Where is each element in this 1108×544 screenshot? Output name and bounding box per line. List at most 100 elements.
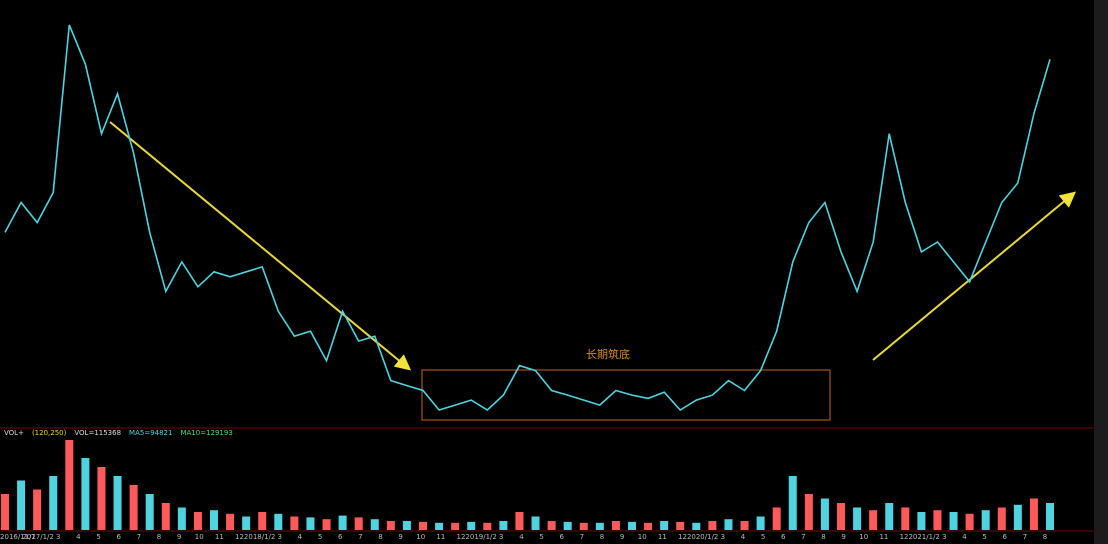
x-tick-label: 10 (638, 533, 647, 541)
price-line (4, 24, 1051, 412)
volume-bar (869, 510, 878, 530)
volume-bar (467, 521, 476, 530)
volume-bar (402, 521, 411, 530)
volume-bar (17, 480, 26, 530)
volume-bar (33, 489, 42, 530)
x-tick-label: 3 (721, 533, 725, 541)
volume-bar (435, 522, 444, 530)
x-tick-label: 8 (821, 533, 825, 541)
volume-bar (740, 521, 749, 530)
x-tick-label: 6 (116, 533, 121, 541)
volume-bar (338, 515, 347, 530)
volume-bar (81, 458, 90, 530)
legend-item: (120,250) (32, 429, 67, 437)
volume-bar (756, 516, 765, 530)
x-tick-label: 11 (215, 533, 224, 541)
legend-item: MA10=129193 (180, 429, 232, 437)
x-tick-label: 5 (96, 533, 100, 541)
volume-bar (901, 507, 910, 530)
x-tick-label: 3 (278, 533, 282, 541)
volume-bar (1029, 498, 1038, 530)
volume-bar (258, 512, 267, 530)
x-tick-label: 2020/1/2 (687, 533, 718, 541)
volume-bar (772, 507, 781, 530)
volume-bar (579, 522, 588, 530)
volume-bar (804, 494, 813, 530)
x-tick-label: 2018/1/2 (244, 533, 275, 541)
x-tick-label: 11 (879, 533, 888, 541)
x-tick-label: 6 (1002, 533, 1007, 541)
x-tick-label: 9 (620, 533, 624, 541)
volume-bar (306, 517, 315, 530)
volume-bar (97, 467, 106, 530)
x-tick-label: 2016/11/2 (0, 533, 36, 541)
x-tick-label: 12 (457, 533, 466, 541)
volume-bar (145, 494, 154, 530)
volume-bar (531, 516, 540, 530)
legend: VOL+ (120,250) VOL=115368 MA5=94821 MA10=129… (4, 429, 233, 437)
legend-item: VOL+ (4, 429, 24, 437)
x-tick-label: 3 (942, 533, 946, 541)
up-arrow (872, 191, 1077, 361)
volume-bar (419, 521, 427, 530)
volume-bar (210, 510, 218, 530)
x-tick-label: 6 (338, 533, 343, 541)
annotation: 长期筑底 (586, 347, 630, 361)
volume-bar (981, 510, 990, 530)
volume-bar (644, 522, 653, 530)
x-tick-label: 6 (559, 533, 564, 541)
volume-bar (692, 522, 701, 530)
x-tick-label: 3 (56, 533, 60, 541)
x-tick-label: 5 (982, 533, 986, 541)
volume-bar (820, 498, 829, 530)
x-tick-label: 5 (539, 533, 543, 541)
volume-bar (322, 519, 331, 530)
volume-bar (788, 476, 797, 530)
volume-bar (354, 517, 363, 530)
volume-bar (515, 512, 524, 530)
volume-bar (885, 503, 894, 530)
volume-bar (1046, 503, 1054, 530)
x-tick-label: 9 (177, 533, 181, 541)
volume-bar (660, 521, 669, 530)
x-tick-label: 10 (416, 533, 425, 541)
volume-bar (1, 494, 9, 530)
volume-bar (274, 513, 283, 530)
volume-bar (611, 521, 620, 530)
x-tick-label: 12 (678, 533, 687, 541)
x-tick-label: 8 (157, 533, 161, 541)
x-tick-label: 11 (436, 533, 445, 541)
volume-bar (563, 521, 572, 530)
volume-bar (853, 507, 862, 530)
x-tick-label: 12 (900, 533, 909, 541)
volume-bar (451, 522, 460, 530)
legend-item: VOL=115368 (74, 429, 121, 437)
volume-bar (129, 485, 138, 530)
x-tick-label: 2019/1/2 (465, 533, 496, 541)
x-tick-label: 7 (801, 533, 805, 541)
x-tick-label: 8 (1043, 533, 1047, 541)
volume-bar (370, 519, 379, 530)
x-tick-label: 4 (519, 533, 524, 541)
x-tick-label: 8 (378, 533, 382, 541)
volume-bar (226, 513, 235, 530)
volume-bar (965, 513, 974, 530)
volume-bar (193, 512, 202, 530)
x-tick-label: 4 (298, 533, 303, 541)
x-tick-label: 9 (841, 533, 845, 541)
volume-bar (917, 512, 926, 530)
volume-bar (628, 521, 636, 530)
x-tick-label: 5 (761, 533, 765, 541)
volume-bar (837, 503, 845, 530)
volume-bar (113, 476, 122, 530)
x-tick-label: 10 (859, 533, 868, 541)
volume-bar (242, 516, 251, 530)
volume-bar (997, 507, 1006, 530)
down-arrow (109, 121, 412, 371)
x-tick-label: 7 (358, 533, 362, 541)
x-tick-label: 10 (195, 533, 204, 541)
x-tick-label: 8 (600, 533, 604, 541)
volume-bar (933, 510, 942, 530)
